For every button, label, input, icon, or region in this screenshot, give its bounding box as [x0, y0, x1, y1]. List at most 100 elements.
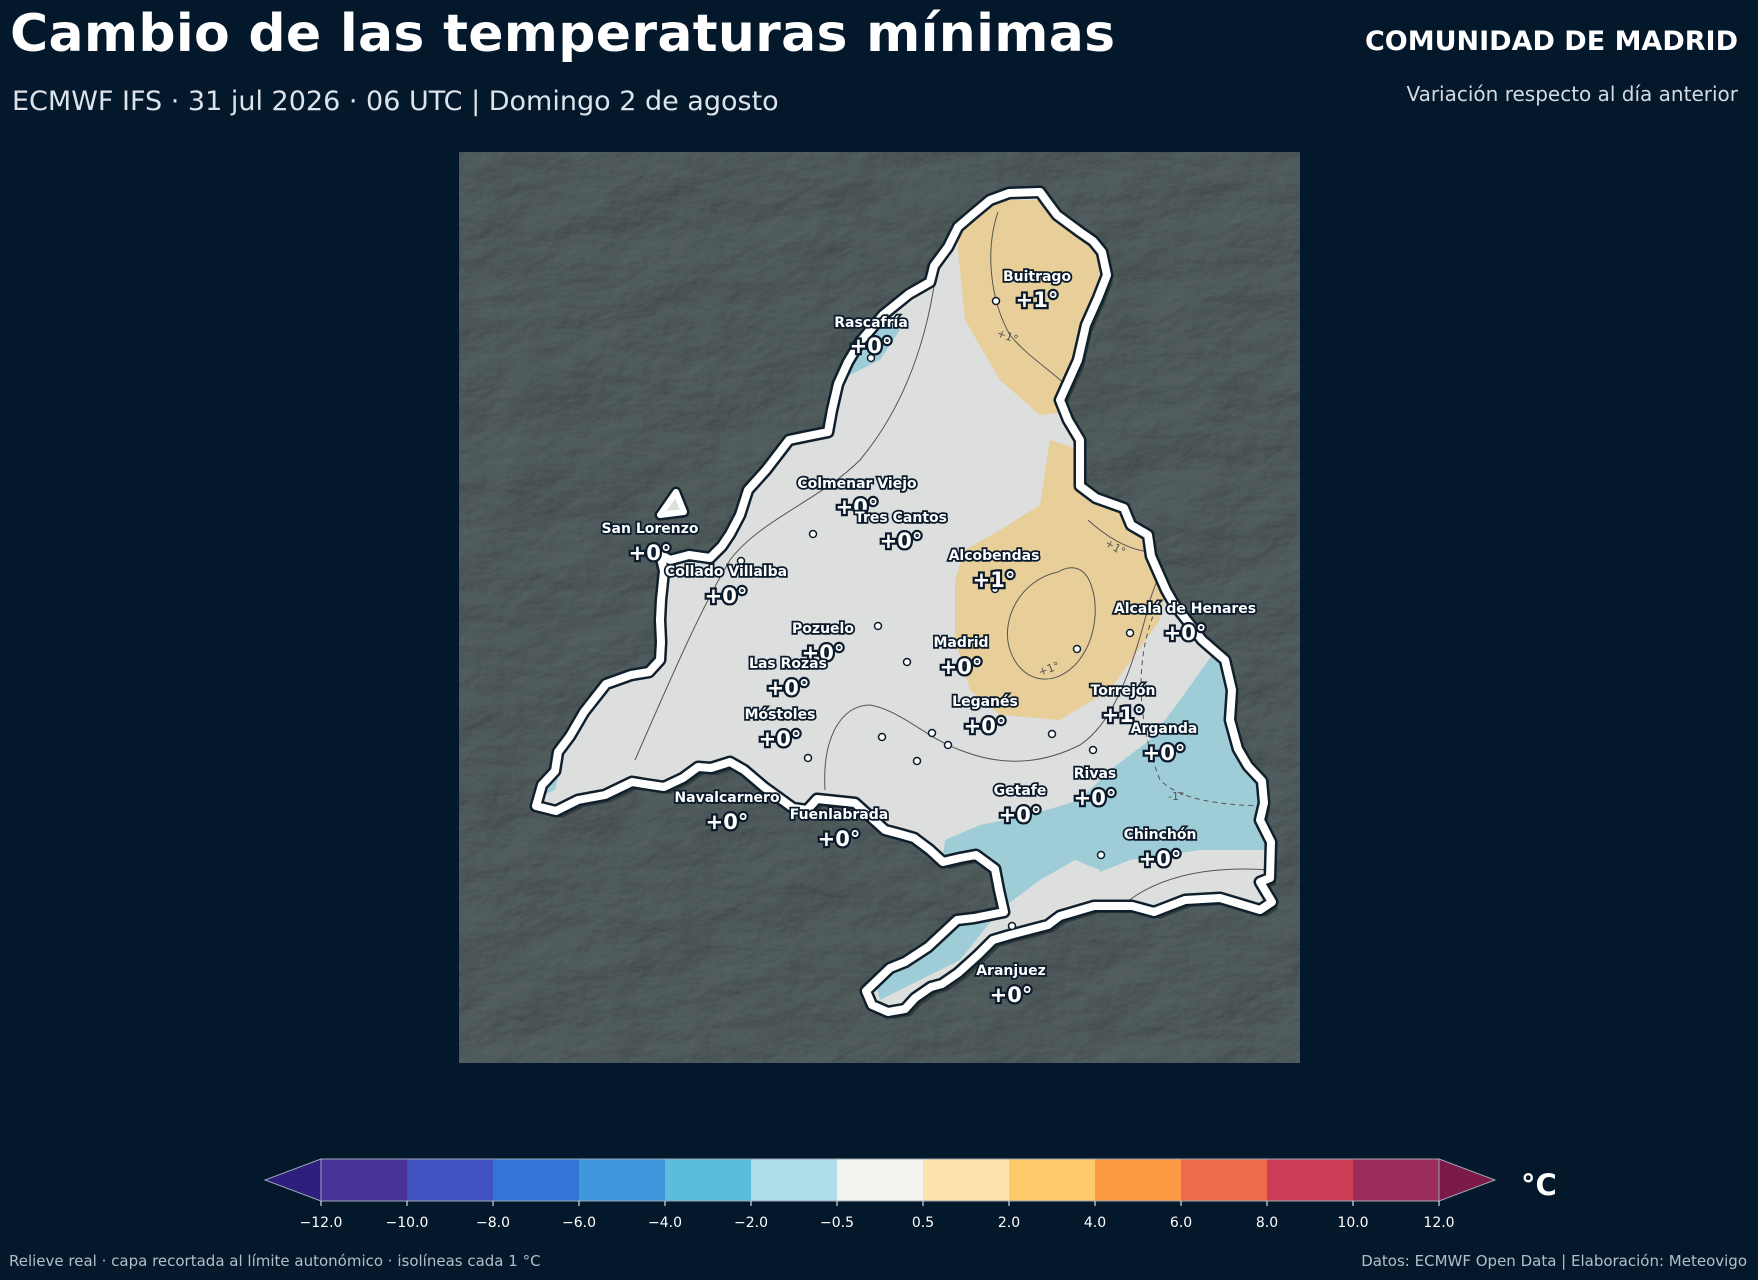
isoline-zero-chinchon: [1119, 868, 1271, 909]
colorbar-swatch: [665, 1159, 751, 1201]
region-name: COMUNIDAD DE MADRID: [1364, 26, 1738, 57]
city-dot[interactable]: [1096, 850, 1106, 860]
city-name-torrejon: Torrejón: [1091, 683, 1156, 699]
colorbar-swatch: [321, 1159, 407, 1201]
colorbar-frame: [320, 1158, 1440, 1202]
colorbar-swatch: [1095, 1159, 1181, 1201]
city-name-getafe: Getafe: [994, 783, 1047, 799]
colorbar-swatch: [579, 1159, 665, 1201]
city-value-las-rozas: +0°: [767, 676, 810, 700]
colorbar-swatch: [1267, 1159, 1353, 1201]
city-name-madrid: Madrid: [933, 635, 988, 651]
city-dot[interactable]: [990, 584, 1000, 594]
city-dot[interactable]: [866, 353, 876, 363]
city-dot[interactable]: [872, 514, 882, 524]
city-name-alcala-de-henares: Alcalá de Henares: [1114, 601, 1256, 617]
city-value-aranjuez: +0°: [990, 983, 1033, 1007]
city-dot[interactable]: [808, 529, 818, 539]
colorbar-tick-label: −0.5: [820, 1215, 854, 1231]
city-value-buitrago: +1°: [1016, 288, 1059, 312]
city-value-rascafria: +0°: [850, 334, 893, 358]
colorbar-tick-label: 6.0: [1170, 1215, 1192, 1231]
isoline-plus1-north: [990, 211, 1081, 401]
isoline-zero-south: [824, 519, 1181, 791]
city-dot[interactable]: [873, 621, 883, 631]
city-dot[interactable]: [1072, 644, 1082, 654]
city-dot[interactable]: [1088, 745, 1098, 755]
city-labels: Buitrago +1° Rascafría +0° Colmenar Viej…: [600, 267, 1258, 1009]
city-value-fuenlabrada: +0°: [818, 827, 861, 851]
colorbar-swatch: [751, 1159, 837, 1201]
colorbar-tick-label: 10.0: [1337, 1215, 1368, 1231]
colorbar-tick-label: 2.0: [998, 1215, 1020, 1231]
city-dot[interactable]: [1007, 921, 1017, 931]
colorbar-tick-label: 12.0: [1423, 1215, 1454, 1231]
colorbar-tick-label: −8.0: [476, 1215, 510, 1231]
city-dot[interactable]: [927, 728, 937, 738]
colorbar-tick-label: −6.0: [562, 1215, 596, 1231]
colorbar-swatch: [837, 1159, 923, 1201]
colorbar-ticks: −12.0 −10.0 −8.0 −6.0 −4.0 −2.0 −0.5 0.5 2.0 4.0 6…: [300, 1201, 1455, 1231]
city-value-chinchon: +0°: [1139, 847, 1182, 871]
city-name-navalcarnero: Navalcarnero: [674, 790, 780, 806]
city-name-tres-cantos: Tres Cantos: [855, 510, 947, 526]
city-value-arganda: +0°: [1143, 741, 1186, 765]
city-value-collado-villalba: +0°: [705, 584, 748, 608]
city-dot[interactable]: [1047, 729, 1057, 739]
colorbar-swatch: [407, 1159, 493, 1201]
city-name-chinchon: Chinchón: [1124, 827, 1197, 843]
city-dot[interactable]: [902, 657, 912, 667]
footer-credits: Datos: ECMWF Open Data | Elaboración: Me…: [1361, 1252, 1747, 1270]
colorbar-extend-under: [263, 1158, 322, 1202]
city-name-arganda: Arganda: [1131, 721, 1198, 737]
footer-note: Relieve real · capa recortada al límite …: [9, 1252, 541, 1270]
enclave-outline: [657, 489, 687, 518]
isolines: [634, 211, 1271, 909]
city-name-pozuelo: Pozuelo: [792, 621, 854, 637]
map-subtitle: ECMWF IFS · 31 jul 2026 · 06 UTC | Domin…: [12, 86, 779, 117]
isoline-zero-west: [634, 229, 941, 761]
isoline-label-4: -1°: [1168, 790, 1184, 803]
city-value-colmenar-viejo: +0°: [836, 495, 879, 519]
city-value-alcala-de-henares: +0°: [1164, 621, 1207, 645]
colorbar: −12.0 −10.0 −8.0 −6.0 −4.0 −2.0 −0.5 0.5 2.0 4.0 6…: [263, 1158, 1497, 1231]
colorbar-swatch: [1353, 1159, 1439, 1201]
colorbar-swatch: [1009, 1159, 1095, 1201]
region-subtitle: Variación respecto al día anterior: [1406, 82, 1738, 106]
city-dot[interactable]: [1125, 628, 1135, 638]
city-name-fuenlabrada: Fuenlabrada: [790, 807, 888, 823]
colorbar-tick-label: −10.0: [386, 1215, 429, 1231]
isoline-plus1-center: [1006, 567, 1096, 680]
colorbar-swatch: [1181, 1159, 1267, 1201]
city-dot[interactable]: [991, 296, 1001, 306]
city-name-rivas: Rivas: [1074, 766, 1117, 782]
city-dot[interactable]: [736, 556, 746, 566]
city-value-tres-cantos: +0°: [880, 529, 923, 553]
colorbar-swatch: [923, 1159, 1009, 1201]
city-value-pozuelo: +0°: [802, 641, 845, 665]
city-dot[interactable]: [943, 740, 953, 750]
colorbar-tick-label: 0.5: [912, 1215, 934, 1231]
city-name-alcobendas: Alcobendas: [949, 548, 1040, 564]
city-value-mostoles: +0°: [759, 727, 802, 751]
city-name-mostoles: Móstoles: [745, 707, 816, 723]
city-value-san-lorenzo: +0°: [629, 541, 672, 565]
city-value-rivas: +0°: [1074, 786, 1117, 810]
colorbar-unit: °C: [1521, 1168, 1557, 1202]
city-dot[interactable]: [803, 753, 813, 763]
map-title: Cambio de las temperaturas mínimas: [10, 4, 1116, 64]
colorbar-tick-label: −2.0: [734, 1215, 768, 1231]
colorbar-swatches: [263, 1158, 1497, 1202]
city-name-las-rozas: Las Rozas: [749, 656, 827, 672]
city-value-alcobendas: +1°: [973, 568, 1016, 592]
city-name-collado-villalba: Collado Villalba: [665, 564, 787, 580]
city-name-leganes: Leganés: [952, 694, 1018, 710]
city-value-getafe: +0°: [999, 803, 1042, 827]
city-name-buitrago: Buitrago: [1003, 269, 1072, 285]
city-value-madrid: +0°: [940, 655, 983, 679]
colorbar-tick-label: 4.0: [1084, 1215, 1106, 1231]
colorbar-extend-over: [1438, 1158, 1497, 1202]
city-dot[interactable]: [912, 756, 922, 766]
city-value-navalcarnero: +0°: [706, 810, 749, 834]
city-dot[interactable]: [877, 732, 887, 742]
